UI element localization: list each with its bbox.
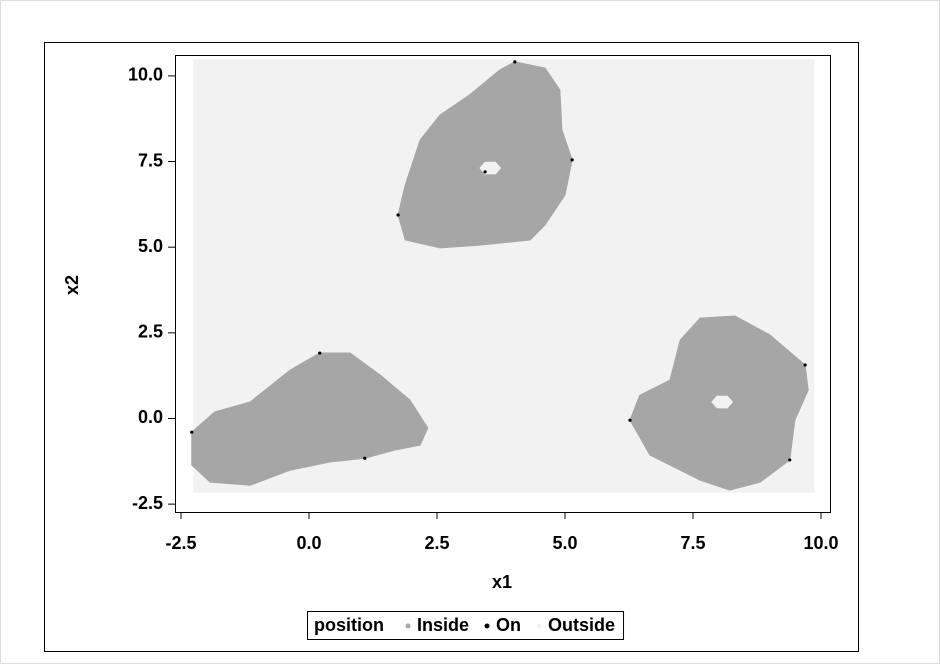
x-tick-label: 5.0 (552, 533, 577, 553)
region-outside (479, 161, 502, 175)
point-on (570, 158, 574, 162)
x-tick-label: 7.5 (680, 533, 705, 553)
point-on (396, 213, 400, 217)
x-tick-label: 2.5 (424, 533, 449, 553)
plot-area (190, 59, 815, 493)
x-tick-label: -2.5 (165, 533, 196, 553)
axis-box (175, 55, 831, 513)
region-inside (397, 61, 573, 249)
legend-box (307, 611, 625, 640)
legend-label: Outside (548, 615, 615, 635)
y-tick-label: 7.5 (138, 150, 163, 170)
y-tick-label: 10.0 (128, 65, 163, 85)
x-tick-label: 0.0 (296, 533, 321, 553)
legend-marker (405, 623, 411, 629)
legend-title: position (314, 615, 384, 635)
legend-marker (536, 623, 542, 629)
x-axis-label: x1 (492, 572, 512, 592)
legend: position Inside On Outside (307, 611, 625, 640)
point-on (483, 170, 487, 174)
legend-label: Inside (417, 615, 469, 635)
point-on (803, 363, 807, 367)
y-tick-label: 0.0 (138, 407, 163, 427)
y-tick-label: 2.5 (138, 322, 163, 342)
region-inside (191, 352, 429, 486)
point-on (628, 418, 632, 422)
legend-label: On (496, 615, 521, 635)
point-on (513, 60, 517, 64)
x-tick-label: 10.0 (803, 533, 838, 553)
region-outside (711, 395, 734, 409)
legend-marker (484, 623, 490, 629)
point-on (363, 456, 367, 460)
point-on (190, 430, 194, 434)
point-on (788, 458, 792, 462)
point-on (318, 351, 322, 355)
y-axis-label: x2 (62, 275, 82, 295)
y-tick-label: 5.0 (138, 236, 163, 256)
y-tick-label: -2.5 (132, 493, 163, 513)
